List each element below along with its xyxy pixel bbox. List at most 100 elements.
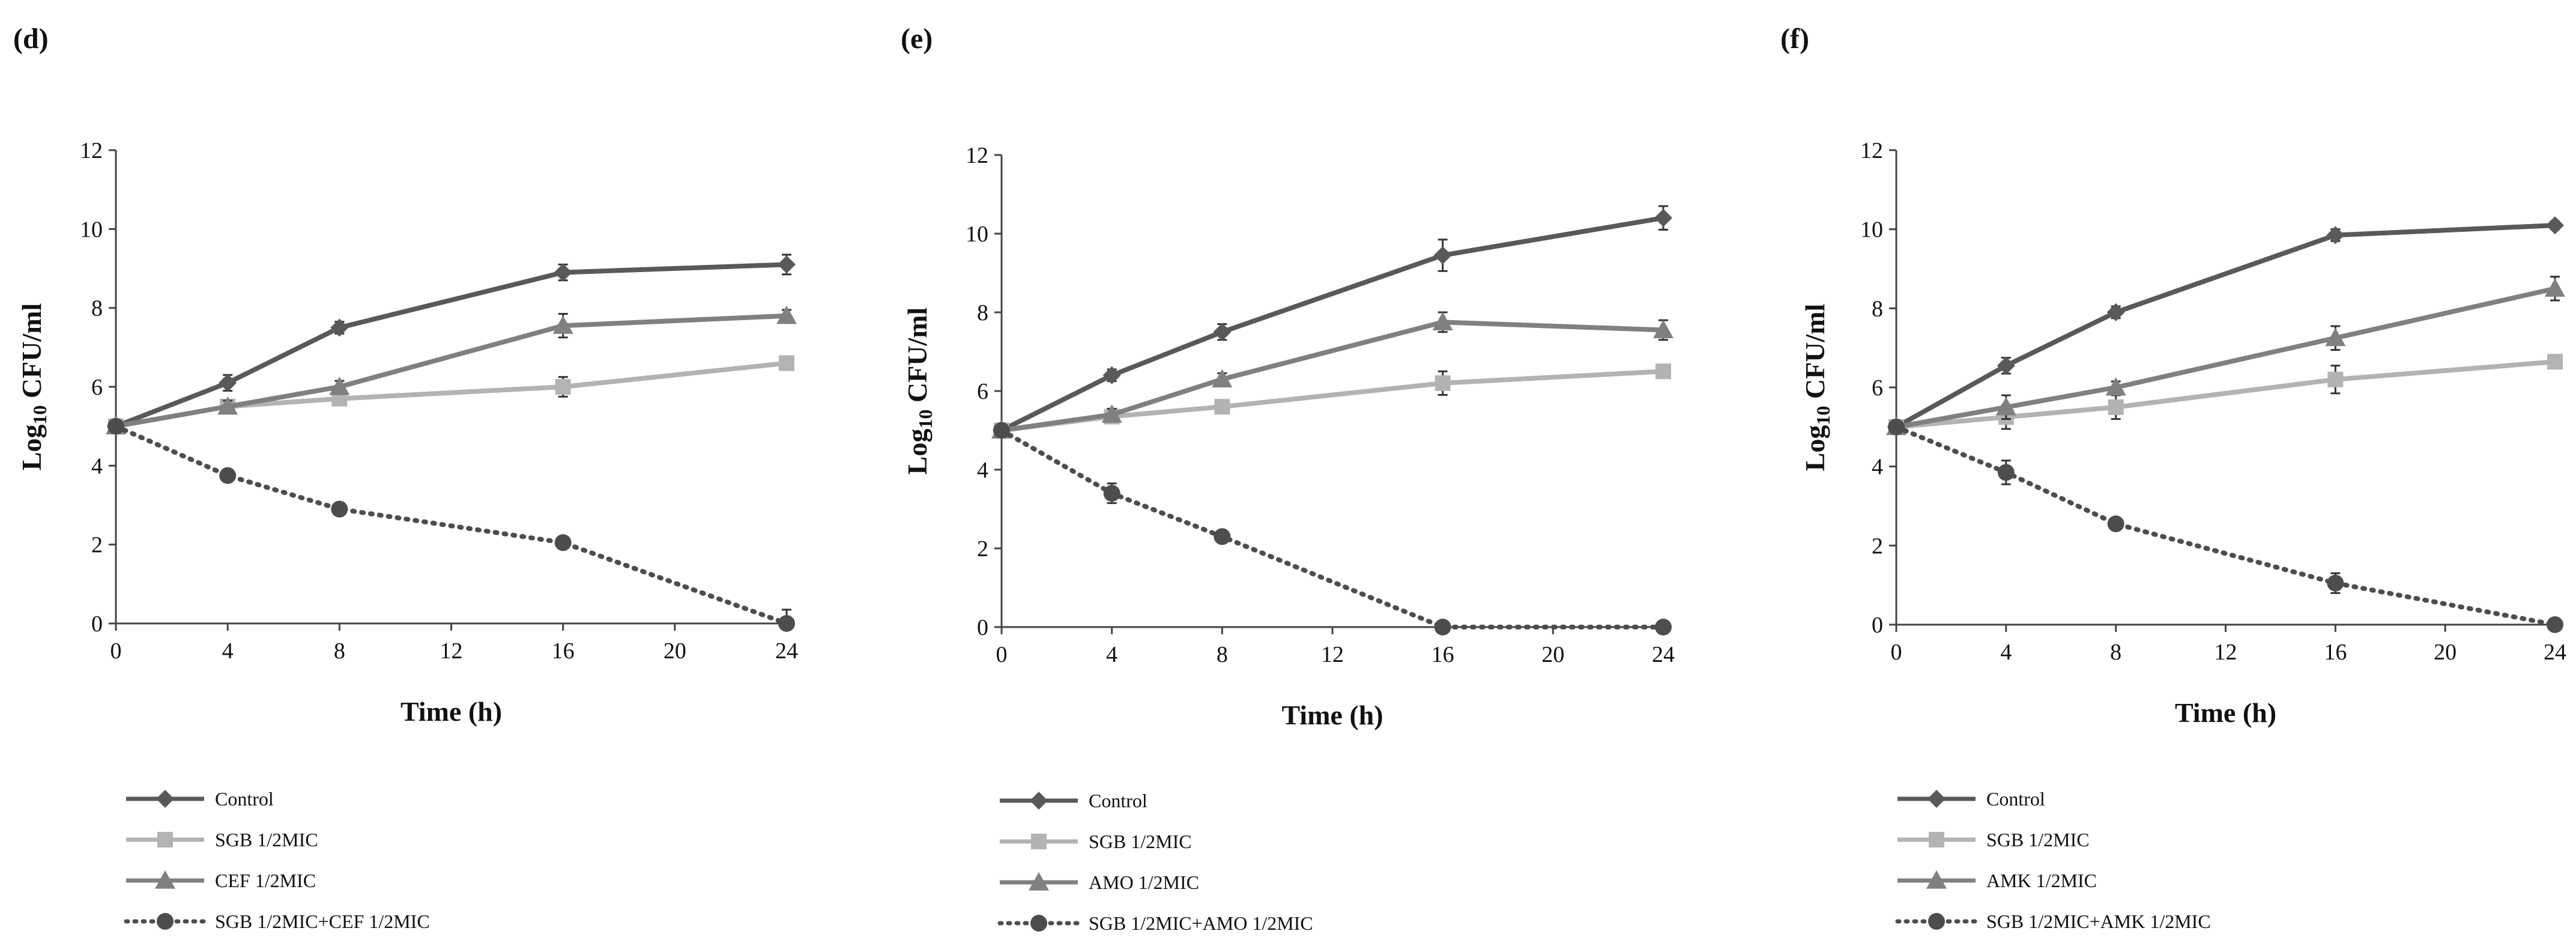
series-3 xyxy=(1886,276,2565,435)
data-point xyxy=(993,422,1010,439)
data-point xyxy=(2325,327,2346,347)
legend-marker xyxy=(1927,790,1946,808)
legend-label: Control xyxy=(215,788,274,810)
data-point xyxy=(2547,616,2563,633)
data-point xyxy=(776,305,797,324)
legend-entry-1: Control xyxy=(1000,790,1147,811)
series-2 xyxy=(1888,354,2563,435)
series-1 xyxy=(1887,216,2564,436)
data-point xyxy=(2108,399,2124,415)
x-tick-label: 20 xyxy=(664,638,686,664)
data-point xyxy=(1213,323,1232,341)
x-tick-label: 0 xyxy=(996,642,1008,667)
x-axis-title: Time (h) xyxy=(1281,700,1383,730)
legend-label: AMO 1/2MIC xyxy=(1089,872,1199,893)
data-point xyxy=(1997,464,2015,481)
panel-label: (d) xyxy=(13,23,49,55)
x-tick-label: 24 xyxy=(1652,642,1675,667)
data-point xyxy=(2545,278,2565,297)
data-point xyxy=(2106,303,2125,321)
legend-entry-2: SGB 1/2MIC xyxy=(1000,831,1192,852)
data-point xyxy=(554,534,572,551)
data-point xyxy=(1997,356,2015,375)
legend-entry-4: SGB 1/2MIC+AMK 1/2MIC xyxy=(1895,911,2211,932)
legend-marker xyxy=(156,790,174,808)
data-point xyxy=(778,615,795,632)
y-tick-label: 8 xyxy=(977,300,988,326)
data-point xyxy=(1212,369,1233,387)
x-tick-label: 12 xyxy=(1321,642,1344,667)
legend-entry-3: AMO 1/2MIC xyxy=(1000,872,1199,893)
legend-marker xyxy=(157,913,174,930)
y-tick-label: 4 xyxy=(1872,455,1883,480)
data-point xyxy=(2547,354,2563,370)
y-axis-title-suffix: CFU/ml xyxy=(1800,304,1830,406)
data-point xyxy=(1654,208,1672,227)
data-point xyxy=(1435,375,1451,391)
series-1 xyxy=(107,253,796,435)
y-tick-label: 10 xyxy=(966,222,988,247)
series-1 xyxy=(993,205,1672,440)
panel-label: (f) xyxy=(1780,23,1809,55)
x-tick-label: 16 xyxy=(2324,640,2347,665)
legend-entry-3: CEF 1/2MIC xyxy=(126,870,316,891)
legend-entry-1: Control xyxy=(126,788,274,810)
panel-label: (e) xyxy=(901,23,933,55)
series-line xyxy=(1894,424,2557,627)
y-tick-label: 2 xyxy=(1872,533,1883,559)
y-axis-title-prefix: Log xyxy=(1800,425,1830,471)
data-point xyxy=(1101,404,1122,423)
legend-label: SGB 1/2MIC xyxy=(1986,829,2090,850)
data-point xyxy=(219,374,237,392)
data-point xyxy=(219,467,237,484)
x-tick-label: 12 xyxy=(2215,640,2237,665)
y-axis-title-suffix: CFU/ml xyxy=(902,308,933,410)
data-point xyxy=(217,396,238,415)
data-point xyxy=(329,377,350,395)
x-axis-title: Time (h) xyxy=(401,696,502,727)
series-2 xyxy=(994,363,1671,438)
x-tick-label: 20 xyxy=(2434,640,2457,665)
data-point xyxy=(2107,515,2124,533)
data-point xyxy=(1214,528,1231,545)
series-2 xyxy=(108,355,794,434)
legend-marker xyxy=(155,870,175,889)
series-3 xyxy=(106,305,797,435)
data-point xyxy=(2326,226,2345,244)
y-tick-label: 0 xyxy=(1872,613,1883,638)
series-line xyxy=(1896,286,2556,429)
legend-marker xyxy=(1031,834,1047,849)
y-tick-label: 8 xyxy=(91,296,103,321)
series-4 xyxy=(107,417,795,632)
data-point xyxy=(2546,216,2564,235)
y-tick-label: 0 xyxy=(977,615,988,640)
y-axis-title-prefix: Log xyxy=(902,429,933,475)
y-tick-label: 12 xyxy=(80,138,103,163)
data-point xyxy=(1995,396,2016,416)
data-point xyxy=(554,263,572,282)
x-tick-label: 24 xyxy=(2544,640,2566,665)
legend-entry-1: Control xyxy=(1897,788,2045,810)
legend-marker xyxy=(1029,872,1049,891)
data-point xyxy=(331,500,348,518)
y-tick-label: 10 xyxy=(1860,217,1883,243)
data-point xyxy=(555,379,571,395)
y-tick-label: 6 xyxy=(91,375,103,400)
data-point xyxy=(2105,377,2126,396)
series-line xyxy=(115,262,787,429)
legend-entry-4: SGB 1/2MIC+CEF 1/2MIC xyxy=(124,911,430,932)
data-point xyxy=(1655,619,1672,635)
data-point xyxy=(552,315,573,334)
legend-label: CEF 1/2MIC xyxy=(215,870,316,891)
y-axis-title-suffix: CFU/ml xyxy=(16,303,47,405)
data-point xyxy=(1434,619,1451,635)
y-tick-label: 2 xyxy=(977,536,988,562)
legend-label: Control xyxy=(1089,790,1147,811)
legend-entry-4: SGB 1/2MIC+AMO 1/2MIC xyxy=(997,912,1313,934)
legend-label: SGB 1/2MIC+CEF 1/2MIC xyxy=(215,911,430,932)
legend-entry-2: SGB 1/2MIC xyxy=(126,829,318,850)
legend-marker xyxy=(1928,913,1945,930)
legend-marker xyxy=(1030,915,1047,932)
